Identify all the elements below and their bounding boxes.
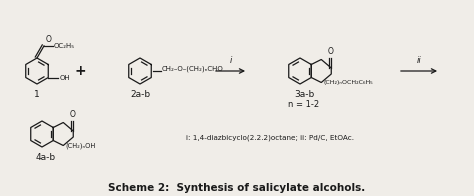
Text: O: O: [69, 110, 75, 119]
Text: (CH₂)ₙOCH₂C₆H₅: (CH₂)ₙOCH₂C₆H₅: [323, 80, 373, 85]
Text: O: O: [46, 35, 52, 44]
Text: O: O: [328, 47, 333, 56]
Text: 3a-b: 3a-b: [294, 90, 314, 99]
Text: 1: 1: [34, 90, 40, 99]
Text: (CH₂)ₙOH: (CH₂)ₙOH: [65, 142, 95, 149]
Text: ii: ii: [417, 56, 421, 65]
Text: +: +: [74, 64, 86, 78]
Text: CH₂–O–(CH₂)ₙCHO: CH₂–O–(CH₂)ₙCHO: [162, 66, 224, 72]
Text: i: i: [229, 56, 232, 65]
Text: 4a-b: 4a-b: [36, 152, 56, 162]
Text: OH: OH: [59, 74, 70, 81]
Text: i: 1,4-diazbicyclo(2.2.2)octane; ii: Pd/C, EtOAc.: i: 1,4-diazbicyclo(2.2.2)octane; ii: Pd/…: [186, 135, 354, 141]
Text: OC₂H₅: OC₂H₅: [54, 43, 75, 49]
Text: Scheme 2:  Synthesis of salicylate alcohols.: Scheme 2: Synthesis of salicylate alcoho…: [109, 183, 365, 193]
Text: 2a-b: 2a-b: [130, 90, 150, 99]
Text: n = 1-2: n = 1-2: [289, 100, 319, 109]
